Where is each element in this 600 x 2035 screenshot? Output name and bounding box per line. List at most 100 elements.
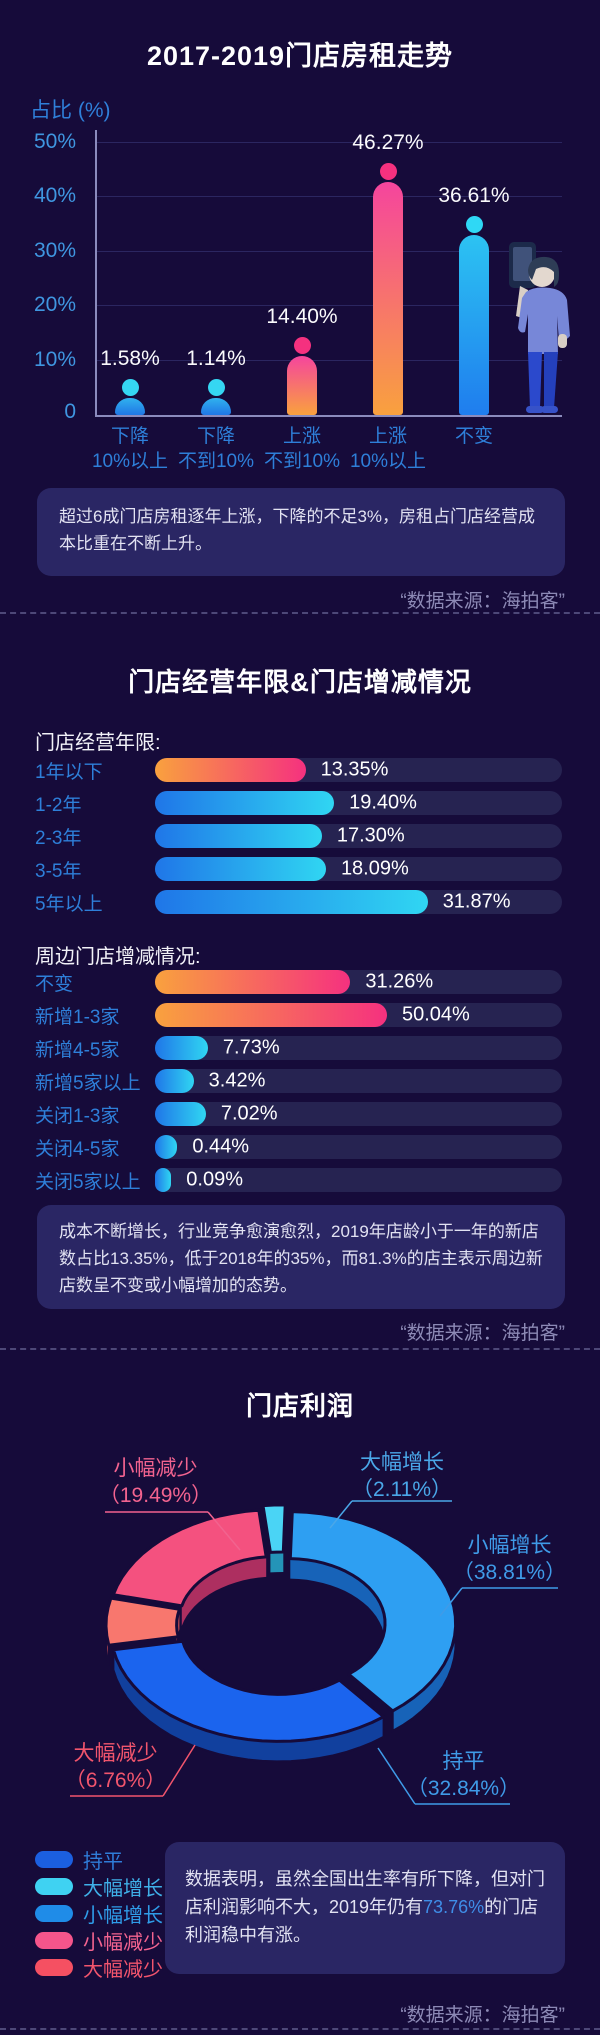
bar-category-line: 不到10% xyxy=(177,450,255,472)
hbar-value-label: 18.09% xyxy=(340,857,409,880)
hbar-row-label: 2-3年 xyxy=(35,827,82,849)
hbar-track: 18.09% xyxy=(155,857,562,881)
hbar-row: 不变 31.26% xyxy=(35,969,562,995)
hbar-row-label: 关闭4-5家 xyxy=(35,1138,120,1160)
bar-value-label: 1.14% xyxy=(186,347,246,370)
profit-source: “数据来源：海拍客” xyxy=(400,2005,565,2026)
hbar-row-label: 1-2年 xyxy=(35,794,82,816)
donut-slice xyxy=(111,1508,268,1608)
callout-leader-line xyxy=(329,1500,353,1529)
rent-y-axis-title: 占比 (%) xyxy=(30,99,111,122)
callout-name: 小幅增长 xyxy=(467,1534,552,1557)
callout-leader-line xyxy=(162,1744,196,1797)
hbar-fill xyxy=(155,1003,387,1027)
hbar-row: 5年以上 31.87% xyxy=(35,889,562,915)
hbar-value-label: 31.87% xyxy=(442,890,511,913)
legend-label: 大幅减少 xyxy=(83,1959,163,1981)
person-bar-head-icon xyxy=(121,379,139,396)
tenure-source: “数据来源：海拍客” xyxy=(400,1323,565,1344)
hbar-row-label: 1年以下 xyxy=(35,761,103,783)
tenure-note-box: 成本不断增长，行业竞争愈演愈烈，2019年店龄小于一年的新店数占比13.35%，… xyxy=(37,1205,565,1309)
donut-callout-3: 持平 （32.84%） xyxy=(406,1748,521,1803)
legend-item: 持平 xyxy=(35,1850,163,1873)
hbar-track: 0.09% xyxy=(155,1168,562,1192)
legend-label: 小幅增长 xyxy=(83,1905,163,1927)
donut-callout-5: 小幅减少 （19.49%） xyxy=(98,1455,213,1510)
bar-category-line: 10%以上 xyxy=(349,450,427,472)
person-bar-head-icon xyxy=(293,336,311,354)
section-divider-1 xyxy=(0,612,600,614)
bar-category-line: 上涨 xyxy=(368,426,407,447)
gridline xyxy=(97,359,562,361)
hbar-row: 新增5家以上 3.42% xyxy=(35,1068,562,1094)
person-bar xyxy=(373,163,403,415)
legend-swatch-icon xyxy=(35,1905,73,1922)
rent-source: “数据来源：海拍客” xyxy=(400,591,565,612)
donut-slice xyxy=(104,1596,181,1647)
gridline xyxy=(97,305,562,307)
bar-category-label: 不变 xyxy=(426,425,522,450)
person-bar xyxy=(115,379,145,415)
hbar-row-label: 新增5家以上 xyxy=(35,1072,141,1094)
profit-section-title: 门店利润 xyxy=(245,1391,354,1421)
legend-label: 小幅减少 xyxy=(83,1932,163,1954)
legend-swatch-icon xyxy=(35,1932,73,1949)
hbar-row: 关闭1-3家 7.02% xyxy=(35,1101,562,1127)
hbar-row-label: 5年以上 xyxy=(35,893,103,915)
person-illustration xyxy=(509,242,570,413)
hbar-row: 1-2年 19.40% xyxy=(35,790,562,816)
hbar-value-label: 19.40% xyxy=(349,791,417,814)
hbar-row-label: 不变 xyxy=(35,973,74,995)
hbar-row: 关闭5家以上 0.09% xyxy=(35,1167,562,1193)
person-bar-head-icon xyxy=(465,215,483,233)
callout-leader-line xyxy=(377,1747,416,1805)
person-bar xyxy=(287,336,317,415)
hbar-row-label: 关闭5家以上 xyxy=(35,1171,141,1193)
hbar-value-label: 13.35% xyxy=(320,758,389,781)
profit-note-post: 的门店利润稳中有涨。 xyxy=(185,1896,539,1945)
person-bar-head-icon xyxy=(207,379,225,396)
donut-slice xyxy=(288,1510,458,1713)
hbar-value-label: 3.42% xyxy=(208,1069,266,1092)
hbar-fill xyxy=(155,890,428,914)
callout-percent: （19.49%） xyxy=(98,1484,213,1508)
callout-leader-line xyxy=(439,1587,463,1617)
hbar-fill xyxy=(155,1069,194,1093)
person-bar-body xyxy=(287,355,317,415)
callout-percent: （38.81%） xyxy=(452,1561,567,1585)
tenure-subtitle: 门店经营年限: xyxy=(35,732,161,754)
gridline xyxy=(97,196,562,198)
hbar-row-label: 关闭1-3家 xyxy=(35,1105,120,1127)
callout-name: 持平 xyxy=(442,1750,485,1773)
profit-note-highlight: 73.76% xyxy=(423,1896,485,1917)
bar-category-line: 下降 xyxy=(110,426,149,447)
donut-slice-inner-side xyxy=(270,1552,284,1573)
section-divider-3 xyxy=(0,2028,600,2030)
hbar-fill xyxy=(155,824,322,848)
donut-slice-inner-side xyxy=(181,1556,267,1626)
donut-callout-1: 大幅增长 （2.11%） xyxy=(347,1449,457,1504)
section-divider-2 xyxy=(0,1348,600,1350)
hbar-fill xyxy=(155,791,335,815)
bar-category-label: 上涨 不到10% xyxy=(254,425,350,474)
profit-note-pre: 数据表明，虽然全国出生率有所下降，但对门店利润影响不大，2019年仍有 xyxy=(185,1869,545,1917)
hbar-fill xyxy=(155,1102,206,1126)
hbar-row: 关闭4-5家 0.44% xyxy=(35,1134,562,1160)
hbar-value-label: 7.73% xyxy=(222,1036,280,1059)
hbar-row-label: 新增1-3家 xyxy=(35,1006,120,1028)
hbar-row: 1年以下 13.35% xyxy=(35,757,562,783)
hbar-value-label: 7.02% xyxy=(220,1102,278,1125)
bar-category-line: 不变 xyxy=(454,426,493,447)
person-bar-body xyxy=(373,182,403,415)
hbar-fill xyxy=(155,1036,208,1060)
hbar-track: 13.35% xyxy=(155,758,562,782)
callout-name: 大幅增长 xyxy=(360,1451,444,1474)
tenure-note-text: 成本不断增长，行业竞争愈演愈烈，2019年店龄小于一年的新店数占比13.35%，… xyxy=(59,1222,543,1296)
person-bar-body xyxy=(115,398,145,415)
bar-category-label: 上涨 10%以上 xyxy=(340,425,436,474)
hbar-fill xyxy=(155,758,306,782)
person-body xyxy=(518,287,570,354)
tenure-bar-chart: 1年以下 13.35% 1-2年 19.40% 2-3年 17.30% 3-5年 18.09%… xyxy=(35,757,562,922)
callout-percent: （6.76%） xyxy=(64,1769,167,1793)
